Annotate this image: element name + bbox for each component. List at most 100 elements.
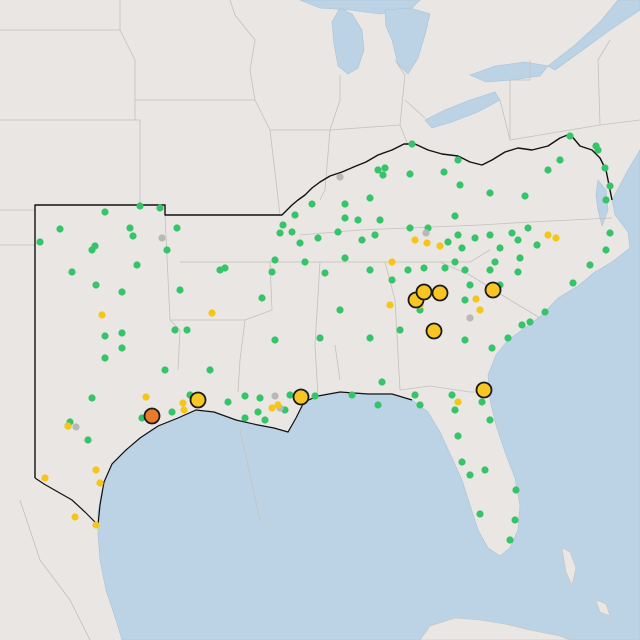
site-marker xyxy=(374,166,382,174)
site-marker xyxy=(436,242,444,250)
site-marker xyxy=(381,164,389,172)
site-marker xyxy=(183,326,191,334)
site-marker xyxy=(441,264,449,272)
site-marker xyxy=(206,366,214,374)
site-marker xyxy=(341,254,349,262)
site-marker xyxy=(308,200,316,208)
site-marker xyxy=(404,266,412,274)
site-marker xyxy=(271,256,279,264)
site-marker xyxy=(511,516,519,524)
bahamas xyxy=(561,547,577,586)
site-marker xyxy=(411,391,419,399)
site-marker xyxy=(341,200,349,208)
site-marker xyxy=(163,246,171,254)
site-marker xyxy=(456,181,464,189)
site-marker xyxy=(552,234,560,242)
site-marker xyxy=(279,221,287,229)
site-marker xyxy=(92,281,100,289)
site-marker xyxy=(96,479,104,487)
site-marker xyxy=(481,466,489,474)
site-marker xyxy=(406,224,414,232)
site-marker xyxy=(488,344,496,352)
site-marker xyxy=(64,422,72,430)
site-marker xyxy=(254,408,262,416)
site-marker xyxy=(422,229,430,237)
site-marker xyxy=(486,231,494,239)
site-marker xyxy=(348,391,356,399)
site-marker xyxy=(118,329,126,337)
site-marker xyxy=(36,238,44,246)
site-marker xyxy=(458,458,466,466)
st-lawrence xyxy=(547,0,640,71)
site-marker xyxy=(451,212,459,220)
site-marker xyxy=(321,269,329,277)
large-site-marker xyxy=(475,381,493,399)
site-marker xyxy=(486,266,494,274)
lake-huron xyxy=(384,7,431,75)
site-marker xyxy=(508,229,516,237)
site-marker xyxy=(72,423,80,431)
site-marker xyxy=(142,393,150,401)
site-marker xyxy=(466,471,474,479)
site-marker xyxy=(440,168,448,176)
site-marker xyxy=(416,401,424,409)
site-marker xyxy=(451,406,459,414)
site-marker xyxy=(129,232,137,240)
site-marker xyxy=(92,466,100,474)
site-marker xyxy=(314,234,322,242)
site-marker xyxy=(56,225,64,233)
large-site-marker xyxy=(415,283,433,301)
site-marker xyxy=(88,246,96,254)
site-marker xyxy=(371,231,379,239)
site-marker xyxy=(221,264,229,272)
large-site-marker xyxy=(431,284,449,302)
site-marker xyxy=(606,182,614,190)
site-marker xyxy=(416,306,424,314)
site-marker xyxy=(408,140,416,148)
site-marker xyxy=(388,276,396,284)
cuba xyxy=(419,617,571,640)
site-marker xyxy=(504,334,512,342)
site-marker xyxy=(101,208,109,216)
markers xyxy=(36,132,614,544)
site-marker xyxy=(173,224,181,232)
site-marker xyxy=(378,378,386,386)
site-marker xyxy=(316,334,324,342)
site-marker xyxy=(136,202,144,210)
site-marker xyxy=(379,171,387,179)
site-marker xyxy=(466,314,474,322)
ocean xyxy=(97,149,640,640)
site-marker xyxy=(241,392,249,400)
site-marker xyxy=(486,416,494,424)
site-marker xyxy=(396,326,404,334)
site-marker xyxy=(276,229,284,237)
large-site-marker xyxy=(425,322,443,340)
site-marker xyxy=(569,279,577,287)
site-marker xyxy=(592,142,600,150)
site-marker xyxy=(286,391,294,399)
site-marker xyxy=(420,264,428,272)
site-marker xyxy=(258,294,266,302)
site-marker xyxy=(92,521,100,529)
site-marker xyxy=(514,268,522,276)
site-marker xyxy=(514,236,522,244)
site-marker xyxy=(366,194,374,202)
site-marker xyxy=(168,408,176,416)
site-marker xyxy=(521,192,529,200)
site-marker xyxy=(133,261,141,269)
site-marker xyxy=(524,224,532,232)
site-marker xyxy=(458,244,466,252)
site-marker xyxy=(466,281,474,289)
large-site-marker xyxy=(189,391,207,409)
site-marker xyxy=(476,306,484,314)
site-marker xyxy=(288,228,296,236)
site-marker xyxy=(268,404,276,412)
site-marker xyxy=(271,336,279,344)
site-marker xyxy=(544,231,552,239)
site-marker xyxy=(406,170,414,178)
site-marker xyxy=(268,268,276,276)
site-marker xyxy=(241,414,249,422)
large-site-marker xyxy=(292,388,310,406)
site-marker xyxy=(586,261,594,269)
